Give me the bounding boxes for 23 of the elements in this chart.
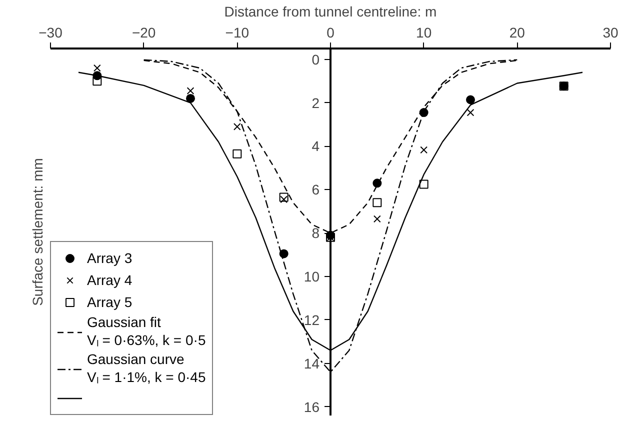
y-tick-label: 2 — [312, 94, 320, 111]
x-tick-label: −20 — [132, 24, 156, 40]
y-tick-label: 4 — [312, 138, 320, 154]
x-tick-label: 0 — [326, 24, 335, 40]
legend-label: Array 4 — [87, 272, 132, 288]
legend-label: Gaussian fit Vₗ = 0·63%, k = 0·5 — [87, 314, 206, 349]
x-tick-label: 10 — [416, 24, 432, 40]
x-axis-title: Distance from tunnel centreline: m — [224, 4, 437, 20]
y-tick-label: 8 — [312, 225, 320, 242]
y-tick-label: 6 — [312, 182, 320, 198]
y-tick-label: 10 — [304, 268, 320, 285]
x-tick-label: 30 — [602, 24, 618, 40]
x-tick-label: −30 — [38, 24, 63, 40]
y-tick-label: 16 — [304, 398, 320, 415]
x-tick-label: −10 — [225, 24, 250, 40]
y-axis-title: Surface settlement: mm — [30, 158, 46, 306]
legend-label: Array 5 — [87, 294, 132, 310]
y-tick-label: 12 — [304, 312, 320, 328]
legend-label: Array 3 — [87, 250, 132, 266]
legend-label: Gaussian curve Vₗ = 1·1%, k = 0·45 — [87, 351, 206, 386]
y-tick-label: 14 — [304, 355, 320, 372]
x-tick-label: 20 — [509, 24, 526, 40]
y-tick-label: 0 — [312, 51, 320, 68]
